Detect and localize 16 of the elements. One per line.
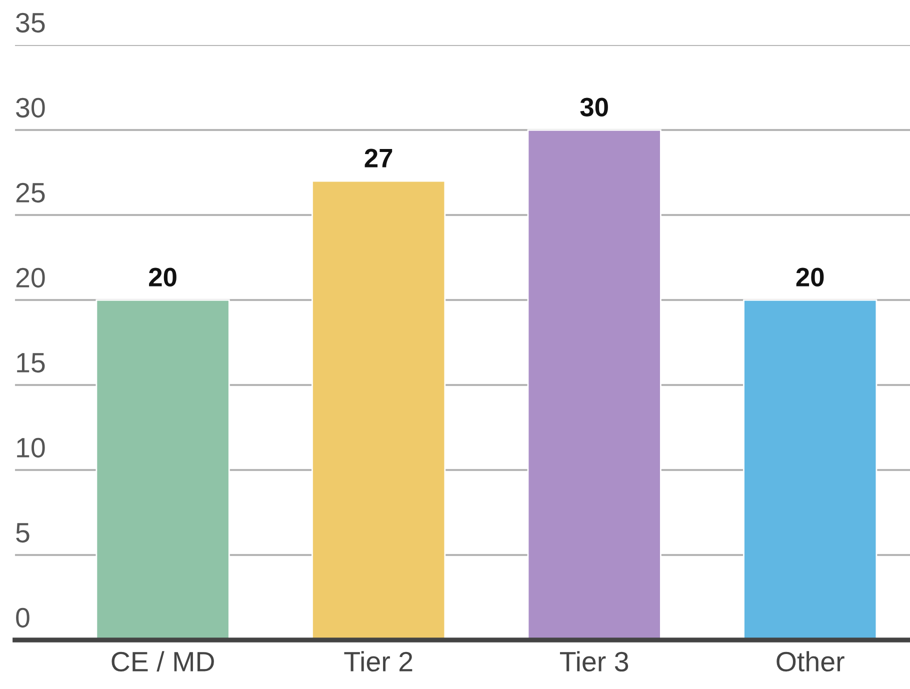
data-label: 27 xyxy=(364,148,392,168)
data-label: 20 xyxy=(796,268,824,286)
data-label: 20 xyxy=(149,268,176,286)
x-tick-label: Other xyxy=(776,651,844,672)
x-tick-label: Tier 3 xyxy=(560,651,628,672)
y-tick-label: 10 xyxy=(17,438,45,458)
y-tick-label: 20 xyxy=(16,268,45,288)
y-tick-label: 30 xyxy=(16,98,45,118)
y-tick-label: 15 xyxy=(17,353,45,373)
y-tick-label: 35 xyxy=(16,12,45,33)
y-tick-label: 25 xyxy=(16,182,45,203)
x-tick-label: Tier 2 xyxy=(344,651,412,672)
y-tick-label: 0 xyxy=(16,608,30,628)
x-tick-label: CE / MD xyxy=(112,651,214,672)
y-tick-label: 5 xyxy=(16,523,30,543)
data-label: 30 xyxy=(580,98,608,116)
